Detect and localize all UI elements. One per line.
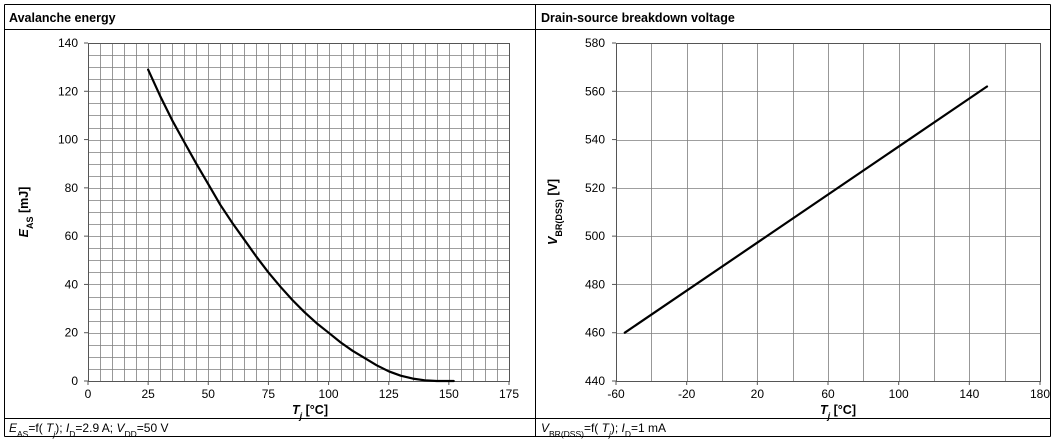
grid — [88, 43, 510, 382]
panel-1-footer: EAS=f( Tj); ID=2.9 A; VDD=50 V — [9, 421, 168, 439]
x-tick-label: 125 — [379, 387, 399, 401]
y-axis-title: VBR(DSS) [V] — [546, 179, 564, 245]
panel-2-header: Drain-source breakdown voltage — [541, 11, 735, 25]
x-tick-label: -20 — [678, 387, 696, 401]
y-tick-label: 60 — [65, 229, 79, 243]
panel-1-header: Avalanche energy — [9, 11, 116, 25]
y-tick-label: 460 — [585, 326, 605, 340]
y-tick-label: 520 — [585, 181, 605, 195]
x-tick-label: 175 — [499, 387, 519, 401]
y-axis-title: EAS [mJ] — [17, 187, 35, 238]
x-tick-label: 60 — [821, 387, 835, 401]
avalanche-energy-chart: 0 25 50 75 100 125 150 175 0 20 40 60 80 100 120 140 Tj … — [17, 36, 519, 421]
y-tick-label: 480 — [585, 277, 605, 291]
y-tick-label: 20 — [65, 326, 79, 340]
x-tick-label: 75 — [262, 387, 276, 401]
panel-2-footer: VBR(DSS)=f( Tj); ID=1 mA — [541, 421, 666, 439]
x-tick-label: 0 — [85, 387, 92, 401]
x-tick-label: -60 — [607, 387, 625, 401]
y-tick-label: 0 — [71, 374, 78, 388]
y-tick-label: 440 — [585, 374, 605, 388]
y-tick-label: 80 — [65, 181, 79, 195]
breakdown-voltage-chart: -60 -20 20 60 100 140 180 440 460 480 500 520 540 560… — [546, 36, 1050, 421]
y-tick-label: 120 — [58, 84, 78, 98]
x-tick-label: 20 — [751, 387, 765, 401]
y-tick-label: 540 — [585, 133, 605, 147]
x-tick-label: 100 — [889, 387, 909, 401]
x-tick-label: 150 — [439, 387, 459, 401]
data-series-line — [623, 85, 989, 334]
data-series-line — [147, 68, 455, 383]
y-tick-label: 500 — [585, 229, 605, 243]
x-axis-title: Tj [°C] — [820, 403, 856, 421]
x-axis-title: Tj [°C] — [292, 403, 328, 421]
y-tick-label: 560 — [585, 84, 605, 98]
plot-area-border — [88, 43, 510, 382]
y-tick-label: 140 — [58, 36, 78, 50]
x-tick-label: 140 — [959, 387, 979, 401]
x-tick-label: 25 — [141, 387, 155, 401]
x-tick-label: 180 — [1030, 387, 1050, 401]
y-tick-label: 580 — [585, 36, 605, 50]
y-tick-label: 40 — [65, 277, 79, 291]
y-tick-label: 100 — [58, 133, 78, 147]
x-tick-label: 100 — [319, 387, 339, 401]
x-tick-label: 50 — [202, 387, 216, 401]
